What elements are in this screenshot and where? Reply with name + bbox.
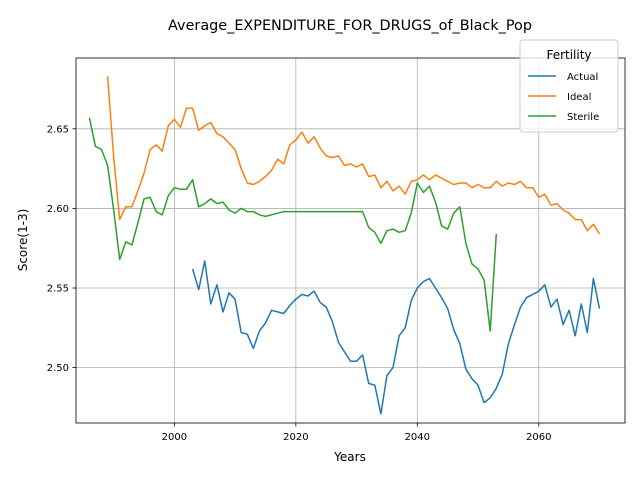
legend-label-sterile: Sterile <box>567 112 599 123</box>
y-tick-label: 2.55 <box>47 284 69 295</box>
x-tick-label: 2020 <box>283 432 308 443</box>
x-axis-label: Years <box>333 450 366 464</box>
plot-frame <box>75 57 626 424</box>
y-axis-label: Score(1-3) <box>16 209 30 272</box>
legend: Fertility Actual Ideal Sterile <box>519 39 619 133</box>
y-tick-label: 2.60 <box>47 204 69 215</box>
x-tick-label: 2000 <box>162 432 187 443</box>
axes: 2000 2020 2040 2060 2.50 2.55 2.60 2.65 <box>47 124 552 443</box>
x-tick-label: 2040 <box>405 432 430 443</box>
series-line-actual <box>191 260 601 415</box>
y-tick-label: 2.65 <box>47 124 69 135</box>
legend-label-ideal: Ideal <box>567 92 591 103</box>
series-line-ideal <box>106 76 601 235</box>
series-line-sterile <box>88 117 498 332</box>
chart-title: Average_EXPENDITURE_FOR_DRUGS_of_Black_P… <box>168 18 532 34</box>
series-lines <box>88 76 601 415</box>
legend-entries: Actual Ideal Sterile <box>528 72 599 123</box>
y-tick-label: 2.50 <box>47 363 69 374</box>
x-tick-label: 2060 <box>526 432 551 443</box>
legend-box <box>519 39 619 133</box>
legend-title: Fertility <box>546 48 591 62</box>
legend-label-actual: Actual <box>567 72 598 83</box>
